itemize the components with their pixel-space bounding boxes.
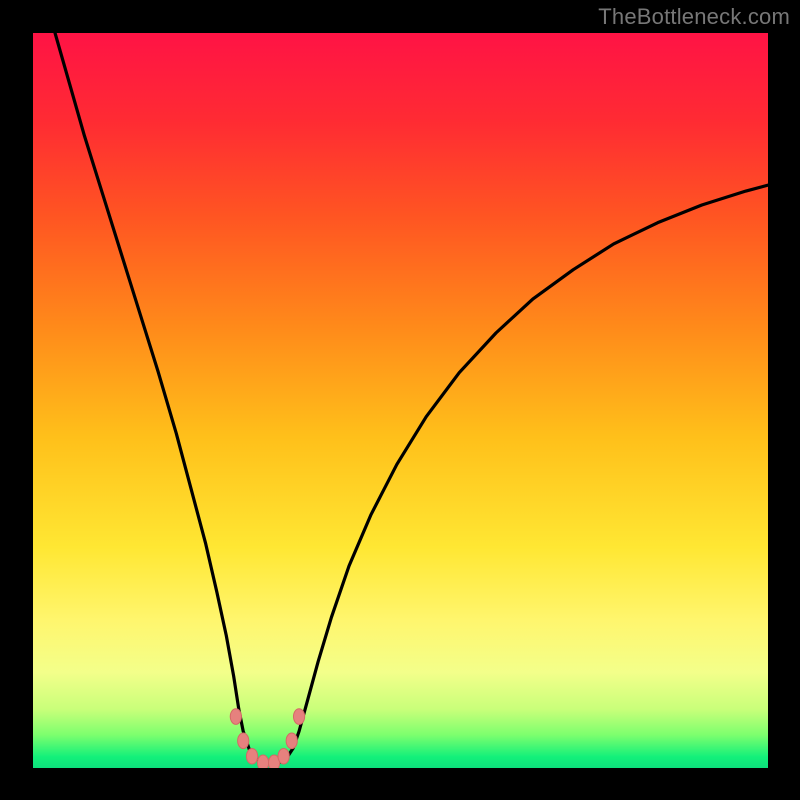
dip-marker bbox=[246, 748, 257, 764]
dip-marker bbox=[293, 709, 304, 725]
figure-frame: TheBottleneck.com bbox=[0, 0, 800, 800]
dip-marker bbox=[278, 748, 289, 764]
dip-marker bbox=[238, 733, 249, 749]
gradient-background bbox=[33, 33, 768, 768]
dip-marker bbox=[286, 733, 297, 749]
watermark-text: TheBottleneck.com bbox=[598, 4, 790, 30]
bottleneck-curve-chart bbox=[33, 33, 768, 768]
dip-marker bbox=[257, 755, 268, 768]
dip-marker bbox=[230, 709, 241, 725]
plot-area bbox=[33, 33, 768, 768]
